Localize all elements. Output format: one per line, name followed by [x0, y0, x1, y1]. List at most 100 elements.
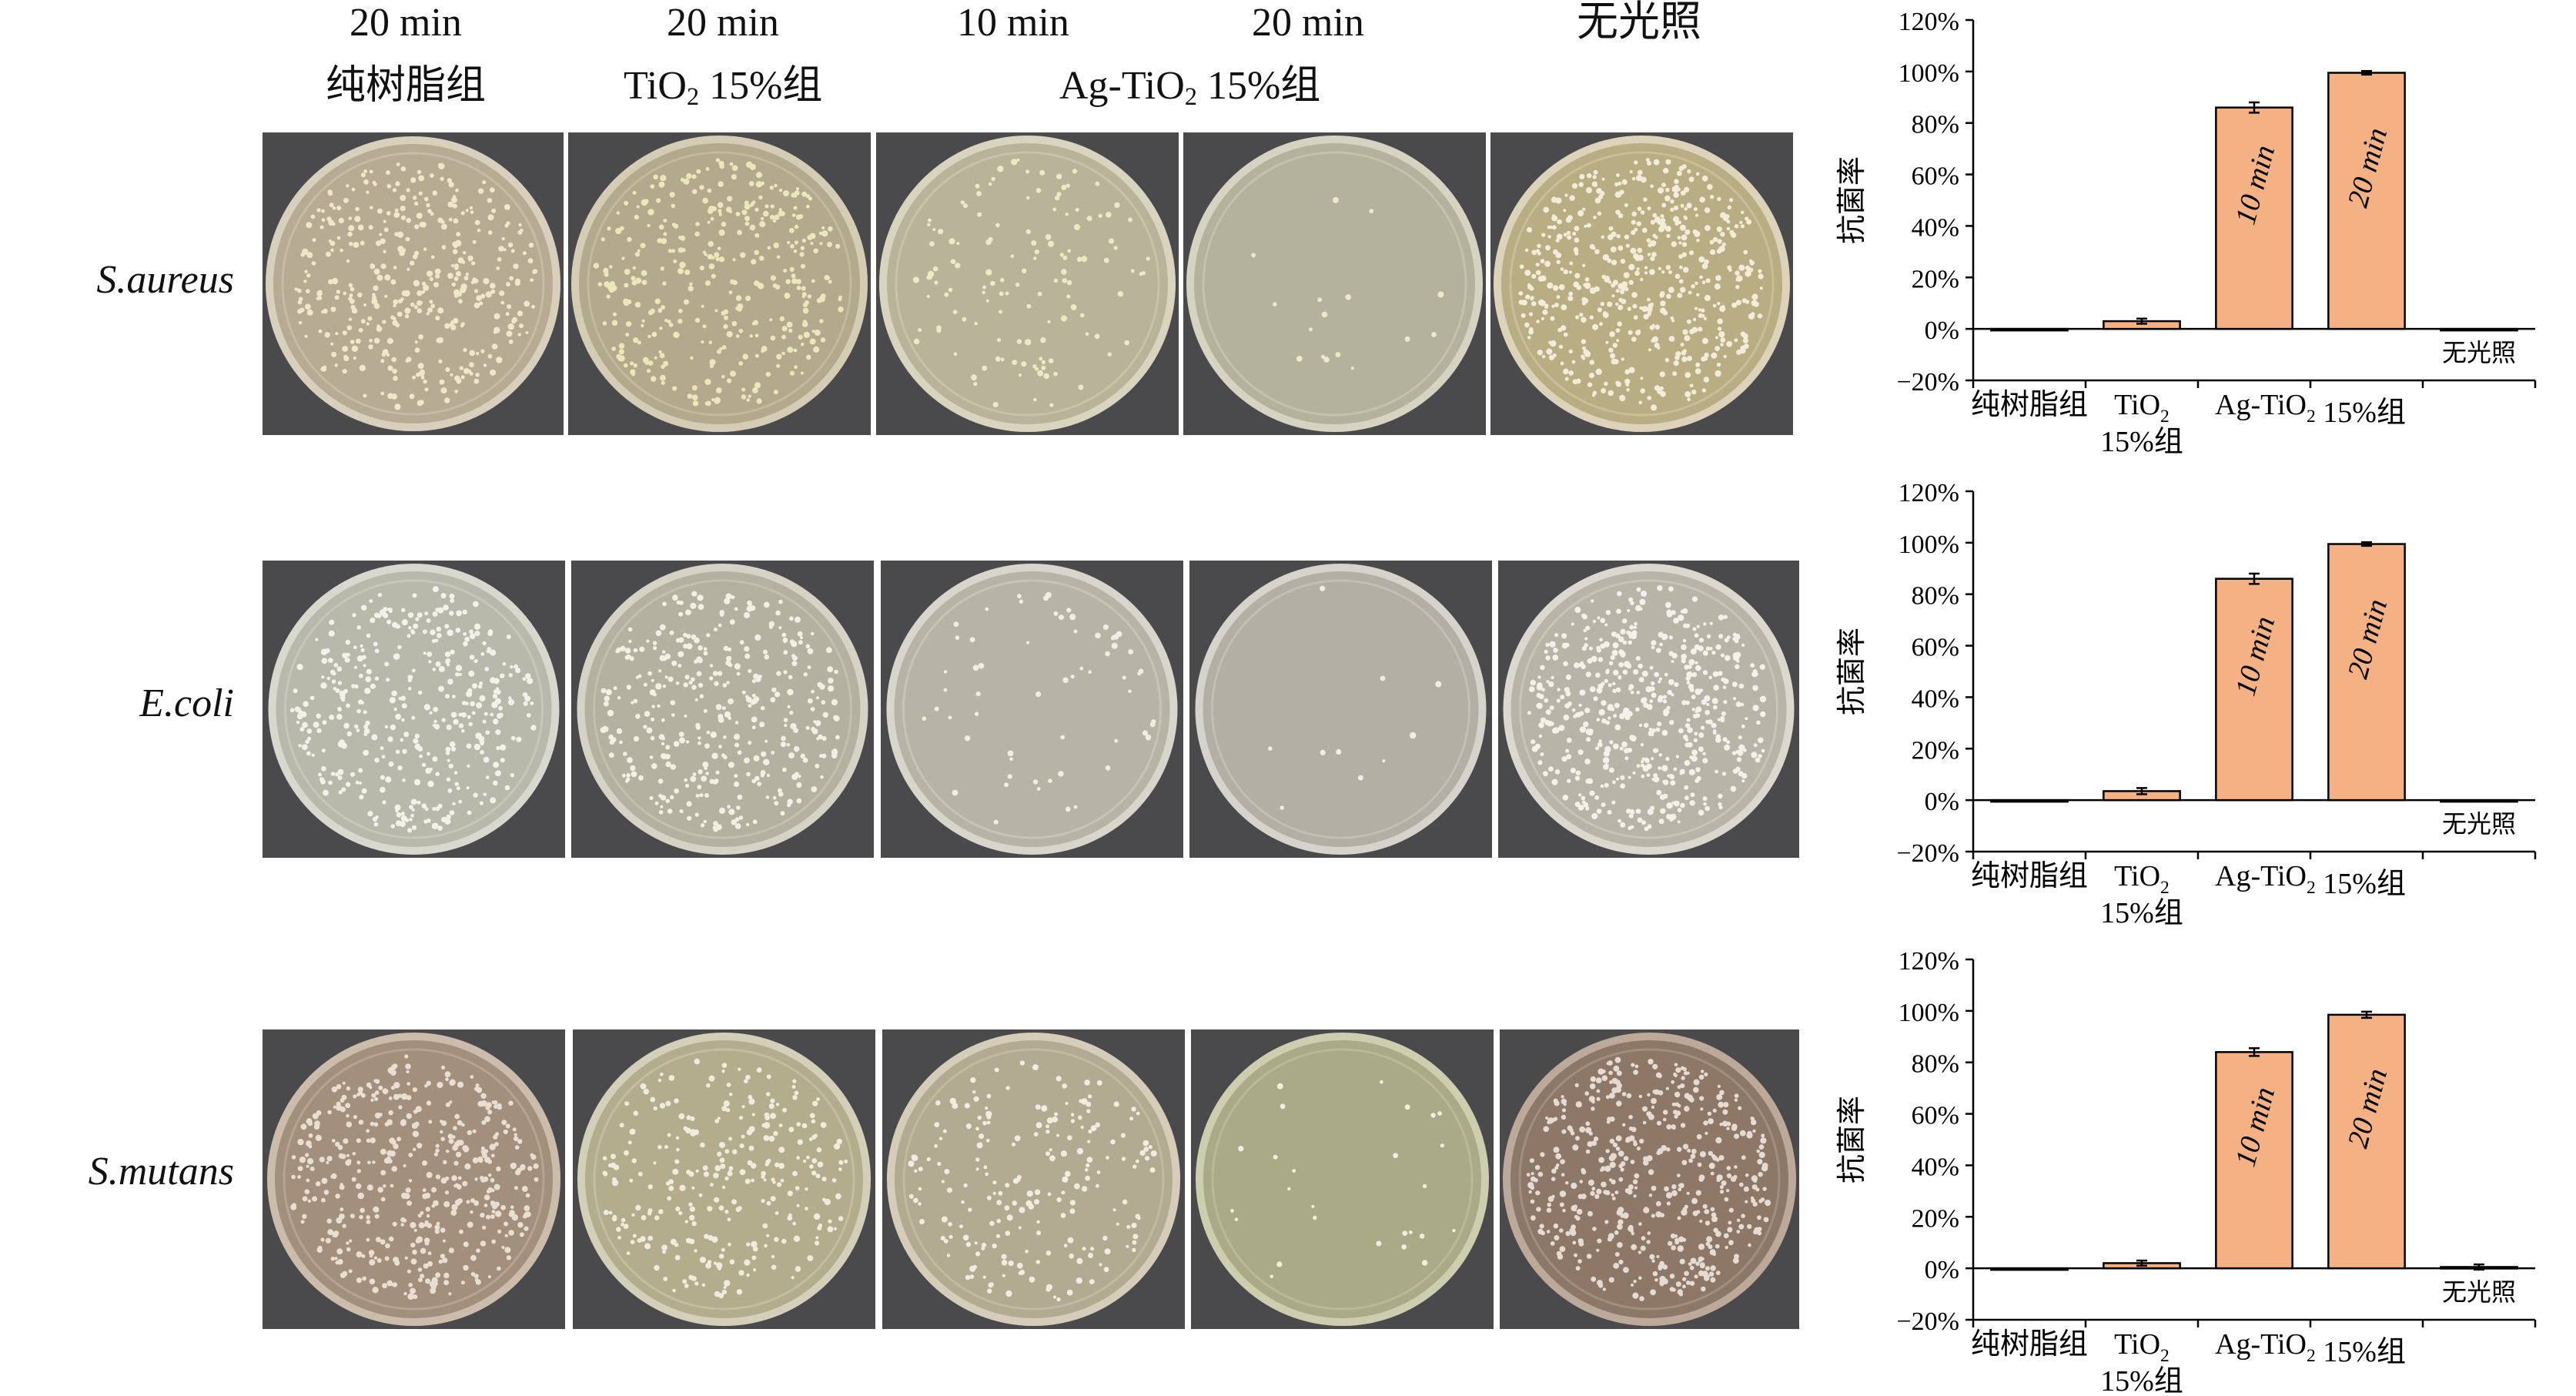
colony-cluster: [1230, 1080, 1456, 1279]
row-label-e-coli: E.coli: [139, 681, 234, 725]
header-time-4: 20 min: [1252, 1, 1364, 45]
bar: [1990, 1267, 2069, 1271]
petri-dish-inner-ring: [902, 1048, 1165, 1311]
chart-e-coli: 120% 100% 80% 60% 40% 20% 0% −20% 抗菌率 10 min 20 mi…: [1785, 471, 2576, 942]
x-tick-label: TiO2: [2114, 1328, 2170, 1366]
y-tick-label: −20%: [1897, 839, 1960, 868]
y-tick-label: 80%: [1912, 111, 1959, 139]
y-tick-label: 100%: [1899, 59, 1959, 88]
y-tick-label: 100%: [1899, 531, 1959, 559]
petri-dish-agar: [1203, 571, 1479, 847]
plate-s-mutans-tio2: [573, 1029, 875, 1329]
header-no-light: 无光照: [1577, 0, 1701, 45]
plate-e-coli-ag-tio2-20min: [1189, 561, 1492, 858]
header-group-tio2: TiO2 15%组: [624, 64, 823, 111]
header-time-1: 20 min: [350, 1, 462, 45]
x-tick-label: TiO2: [2114, 389, 2170, 427]
y-tick-label: −20%: [1897, 368, 1960, 397]
y-tick-label: 120%: [1899, 947, 1959, 976]
colony-cluster: [908, 1060, 1157, 1302]
bar: [2327, 543, 2406, 802]
petri-dish-agar: [1501, 143, 1782, 424]
petri-dish-inner-ring: [1211, 1048, 1474, 1311]
header-time-3: 10 min: [957, 1, 1069, 45]
petri-dish-agar: [1203, 1040, 1481, 1318]
plate-e-coli-pure-resin: [263, 561, 565, 858]
chart-s-mutans: 120% 100% 80% 60% 40% 20% 0% −20% 抗菌率 10 min 20 mi…: [1785, 939, 2576, 1396]
petri-dish-inner-ring: [895, 151, 1160, 417]
x-tick-label: 15%组: [2100, 897, 2183, 929]
bar-chart-svg: 120%100%80%60%40%20%0%−20%抗菌率 10 min 20 mi…: [1835, 947, 2537, 1396]
y-tick-label: 40%: [1912, 685, 1959, 713]
petri-dish-agar: [1510, 1040, 1788, 1318]
colony-cluster: [294, 162, 538, 410]
colony-cluster: [602, 1058, 848, 1299]
y-tick-label: 60%: [1912, 162, 1959, 191]
plate-s-mutans-pure-resin: [263, 1029, 565, 1329]
x-tick-label: TiO2: [2114, 860, 2170, 898]
petri-dish-inner-ring: [284, 579, 544, 839]
petri-dish-inner-ring: [281, 152, 545, 416]
colony-cluster: [1518, 158, 1764, 411]
petri-dish-agar: [887, 143, 1168, 424]
colony-cluster: [1251, 196, 1444, 370]
y-axis-label: 抗菌率: [1835, 628, 1868, 715]
petri-dish-inner-ring: [1518, 1048, 1781, 1311]
plate-s-aureus-ag-tio2-10min: [876, 132, 1179, 435]
plate-e-coli-tio2: [571, 561, 874, 858]
plate-s-aureus-tio2: [568, 132, 871, 435]
y-axis-label: 抗菌率: [1835, 1096, 1868, 1183]
plate-s-aureus-no-light: [1490, 132, 1793, 435]
colony-cluster: [922, 591, 1156, 825]
colony-cluster: [600, 591, 840, 832]
colony-cluster: [290, 1054, 539, 1300]
petri-dish-inner-ring: [587, 151, 852, 417]
bar: [1990, 798, 2069, 803]
bar-chart-svg: 120%100%80%60%40%20%0%−20%抗菌率 10 min 20 mi…: [1835, 479, 2537, 929]
y-tick-label: 40%: [1912, 1153, 1959, 1181]
petri-dish-inner-ring: [1202, 151, 1467, 417]
colony-cluster: [289, 586, 537, 833]
petri-dish-inner-ring: [593, 1048, 855, 1311]
x-tick-label: 纯树脂组: [1971, 1328, 2088, 1361]
y-axis-label: 抗菌率: [1835, 156, 1868, 244]
chart-s-aureus: 120% 100% 80% 60% 40% 20% 0% −20% 抗菌率 10 min 20 mi…: [1785, 0, 2576, 471]
colony-cluster: [1526, 1056, 1771, 1301]
y-tick-label: 100%: [1899, 999, 1959, 1027]
x-tick-label: 纯树脂组: [1971, 389, 2088, 421]
petri-dish-agar: [275, 1040, 553, 1318]
bar-label-no-light: 无光照: [2442, 1277, 2516, 1307]
petri-dish-inner-ring: [1519, 579, 1778, 839]
y-tick-label: 20%: [1912, 736, 1959, 765]
petri-dish-agar: [1194, 143, 1475, 424]
petri-dish-inner-ring: [593, 579, 852, 839]
petri-dish-agar: [895, 1040, 1173, 1318]
header-group-pure-resin: 纯树脂组: [326, 64, 487, 108]
bar: [2215, 106, 2293, 330]
y-tick-label: −20%: [1897, 1307, 1960, 1336]
plate-e-coli-ag-tio2-10min: [881, 561, 1183, 858]
x-tick-label: Ag-TiO2 15%组: [2215, 860, 2406, 900]
x-tick-label: Ag-TiO2 15%组: [2215, 389, 2406, 429]
y-tick-label: 20%: [1912, 1204, 1959, 1233]
x-tick-label: 纯树脂组: [1971, 860, 2088, 892]
bar-label-no-light: 无光照: [2442, 338, 2516, 367]
bar: [2440, 327, 2518, 332]
y-tick-label: 60%: [1912, 634, 1959, 662]
colony-cluster: [912, 158, 1150, 408]
row-label-s-aureus: S.aureus: [96, 258, 234, 302]
colony-cluster: [593, 158, 844, 407]
bar: [2215, 1051, 2293, 1270]
y-tick-label: 0%: [1925, 1256, 1959, 1284]
x-tick-label: 15%组: [2100, 1365, 2183, 1396]
plate-s-mutans-ag-tio2-20min: [1191, 1029, 1494, 1329]
bar: [2327, 72, 2406, 330]
petri-dish-inner-ring: [902, 579, 1162, 839]
header-group-ag-tio2: Ag-TiO2 15%组: [1059, 64, 1321, 111]
row-label-s-mutans: S.mutans: [88, 1150, 234, 1193]
header-time-2: 20 min: [667, 1, 779, 45]
bar-chart-svg: 120%100%80%60%40%20%0%−20%抗菌率 10 min 20 mi…: [1835, 8, 2537, 458]
petri-dish-agar: [894, 571, 1170, 847]
petri-dish-inner-ring: [283, 1048, 545, 1311]
bar: [1990, 327, 2069, 332]
